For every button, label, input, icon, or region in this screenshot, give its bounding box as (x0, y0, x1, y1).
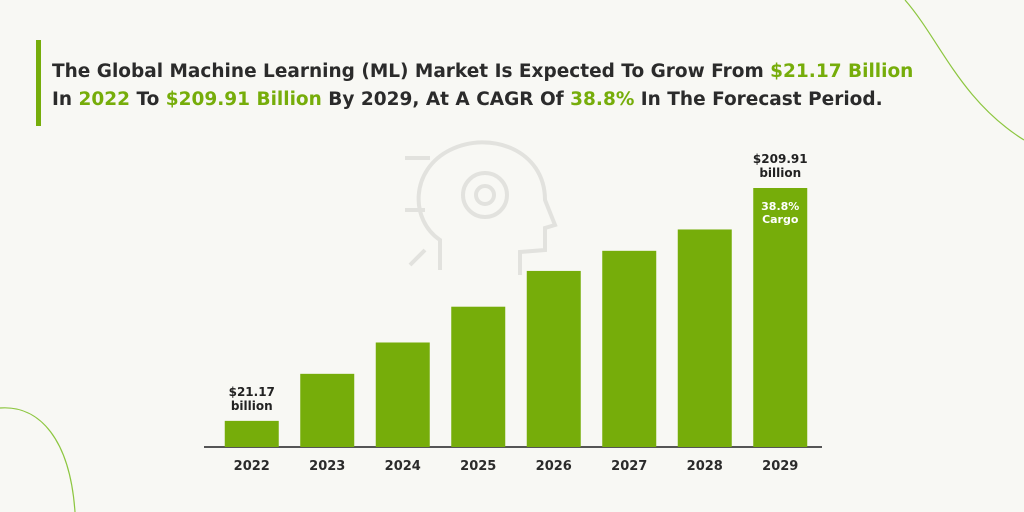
title-line: The Global Machine Learning (ML) Market … (52, 58, 913, 86)
value-label: $21.17 billion (228, 384, 275, 413)
x-tick-label: 2023 (309, 459, 345, 474)
x-tick-label: 2024 (385, 459, 421, 474)
title-line: In 2022 To $209.91 Billion By 2029, At A… (52, 86, 913, 114)
x-tick-label: 2022 (234, 459, 270, 474)
bar (300, 373, 355, 447)
value-label: $209.91 billion (752, 152, 808, 180)
x-tick-label: 2028 (687, 459, 723, 474)
title-highlight: 2022 (78, 89, 131, 110)
ai-icon (405, 140, 558, 275)
bar (753, 188, 808, 447)
title-highlight: 38.8% (570, 89, 635, 110)
bar (451, 306, 506, 447)
bar (526, 270, 581, 447)
title: The Global Machine Learning (ML) Market … (52, 58, 913, 114)
x-tick-label: 2025 (460, 459, 496, 474)
bar (677, 229, 732, 447)
bar (224, 420, 279, 447)
bar (602, 250, 657, 447)
title-highlight: $21.17 Billion (770, 61, 914, 82)
title-text: To (130, 89, 166, 110)
title-text: The Global Machine Learning (ML) Market … (52, 61, 771, 82)
bar (375, 342, 430, 447)
x-tick-label: 2027 (611, 459, 647, 474)
title-text: In (52, 89, 79, 110)
annotation: 38.8% Cargo (761, 200, 800, 226)
x-tick-label: 2026 (536, 459, 572, 474)
decor-curve (904, 0, 1024, 141)
x-tick-label: 2029 (762, 459, 798, 474)
accent-bar (36, 40, 41, 126)
title-highlight: $209.91 Billion (165, 89, 322, 110)
title-text: In The Forecast Period. (634, 89, 883, 110)
decor-curve (0, 407, 76, 512)
title-text: By 2029, At A CAGR Of (321, 89, 571, 110)
